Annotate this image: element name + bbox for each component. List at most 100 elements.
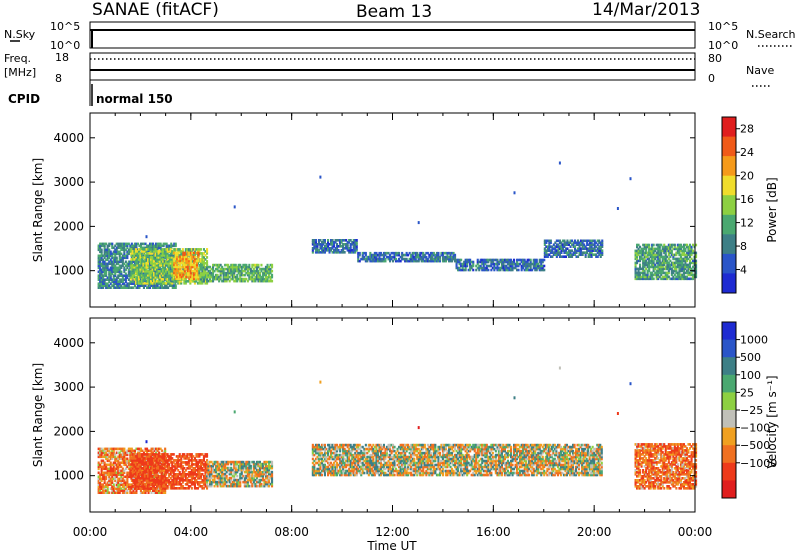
data-cell — [165, 471, 168, 474]
data-cell — [171, 270, 174, 273]
data-cell — [652, 253, 655, 257]
data-cell — [126, 479, 129, 482]
data-cell — [105, 258, 108, 262]
data-cell — [120, 256, 123, 260]
data-cell — [120, 473, 123, 477]
data-cell — [682, 253, 685, 257]
data-cell — [165, 465, 168, 468]
data-cell — [190, 473, 193, 476]
data-cell — [212, 271, 215, 275]
data-cell — [112, 461, 115, 465]
data-cell — [142, 455, 145, 459]
data-cell — [117, 252, 120, 256]
data-cell — [172, 268, 175, 271]
data-cell — [114, 461, 117, 465]
data-cell — [147, 286, 150, 289]
data-cell — [160, 278, 163, 281]
data-cell — [655, 269, 658, 273]
data-cell — [143, 485, 146, 488]
data-cell — [108, 459, 111, 463]
data-cell — [161, 465, 164, 469]
data-cell — [154, 469, 157, 472]
data-cell — [458, 258, 461, 262]
data-cell — [127, 264, 130, 268]
data-cell — [538, 268, 541, 272]
data-cell — [150, 487, 153, 490]
data-cell — [106, 485, 109, 488]
data-cell — [150, 248, 153, 251]
data-cell — [345, 245, 348, 248]
data-cell — [260, 263, 263, 267]
data-cell — [252, 279, 255, 283]
data-cell — [129, 282, 132, 285]
data-cell — [108, 481, 111, 484]
data-cell — [189, 253, 192, 257]
data-cell — [158, 286, 161, 289]
data-cell — [357, 255, 360, 259]
data-cell — [449, 255, 452, 259]
data-cell — [663, 261, 666, 265]
data-cell — [151, 268, 154, 271]
data-cell — [109, 447, 112, 451]
data-cell — [180, 473, 183, 476]
data-cell — [494, 266, 497, 270]
data-cell — [130, 463, 133, 466]
data-cell — [140, 268, 143, 271]
data-cell — [133, 264, 136, 267]
data-cell — [416, 255, 419, 259]
data-cell — [158, 491, 161, 494]
data-cell — [188, 271, 191, 275]
data-cell — [552, 253, 555, 256]
data-cell — [174, 261, 177, 265]
data-cell — [180, 483, 183, 486]
data-cell — [148, 274, 151, 277]
data-cell — [117, 266, 120, 270]
data-cell — [263, 273, 266, 277]
data-cell — [461, 268, 464, 272]
data-cell — [172, 276, 175, 279]
data-cell — [117, 276, 120, 279]
data-cell — [651, 277, 654, 281]
data-cell — [126, 477, 129, 481]
data-cell — [648, 253, 651, 257]
data-cell — [586, 251, 589, 254]
data-cell — [204, 250, 207, 253]
isolated-point — [145, 235, 148, 239]
data-cell — [105, 471, 108, 475]
data-cell — [131, 457, 134, 460]
data-cell — [526, 268, 529, 272]
data-cell — [115, 475, 118, 479]
data-cell — [201, 266, 204, 269]
data-cell — [165, 242, 168, 246]
data-cell — [151, 260, 154, 263]
data-cell — [189, 263, 192, 267]
data-cell — [176, 255, 179, 259]
data-cell — [155, 246, 158, 250]
data-cell — [327, 247, 330, 250]
data-cell — [102, 485, 105, 488]
data-cell — [252, 273, 255, 277]
data-cell — [199, 275, 202, 279]
data-cell — [139, 449, 142, 453]
data-cell — [99, 246, 102, 250]
data-cell — [158, 244, 161, 248]
data-cell — [165, 254, 168, 257]
data-cell — [126, 244, 129, 248]
data-cell — [168, 475, 171, 478]
data-cell — [147, 250, 150, 254]
data-cell — [142, 270, 145, 273]
data-cell — [148, 469, 151, 472]
data-cell — [258, 273, 261, 277]
data-cell — [162, 260, 165, 263]
data-cell — [652, 267, 655, 271]
data-cell — [118, 242, 121, 246]
data-cell — [117, 262, 120, 266]
data-cell — [676, 265, 679, 269]
data-cell — [369, 251, 372, 255]
data-cell — [496, 268, 499, 272]
data-cell — [323, 245, 326, 248]
data-cell — [657, 265, 660, 269]
data-cell — [373, 259, 376, 263]
data-cell — [552, 247, 555, 250]
data-cell — [334, 247, 337, 250]
